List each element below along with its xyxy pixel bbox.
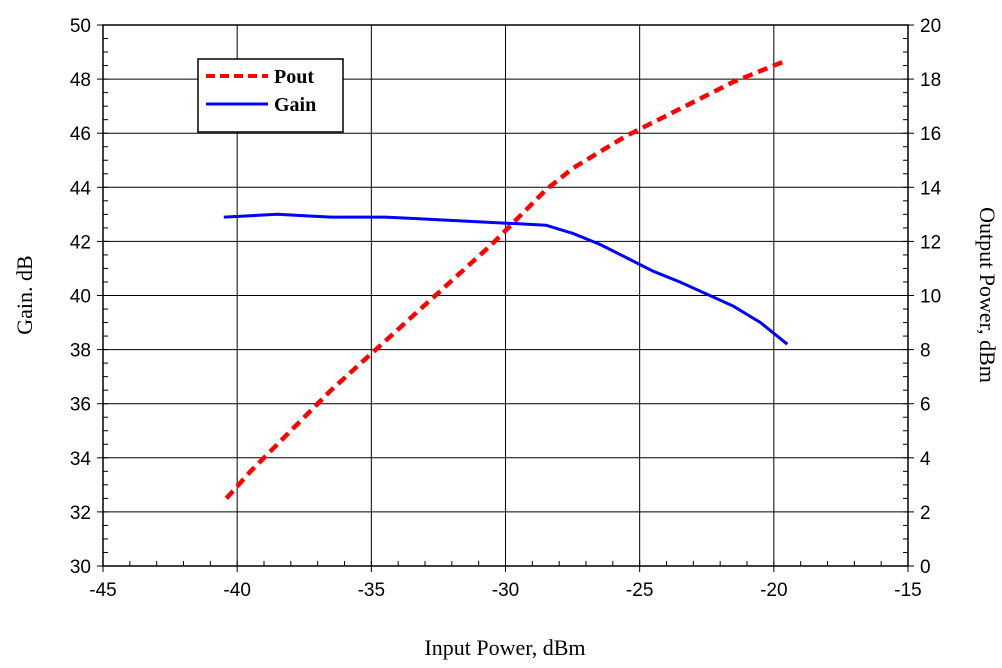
x-tick-label: -30 <box>492 580 519 601</box>
y2-tick-label: 12 <box>920 232 941 253</box>
y2-tick-label: 8 <box>920 341 931 362</box>
legend-label-gain: Gain <box>274 94 316 116</box>
legend-label-pout: Pout <box>274 66 314 88</box>
x-tick-label: -15 <box>894 580 921 601</box>
y-tick-label: 36 <box>70 395 91 416</box>
y-tick-label: 42 <box>70 232 91 253</box>
y-tick-label: 50 <box>70 16 91 37</box>
y-tick-label: 30 <box>70 557 91 578</box>
y-tick-label: 38 <box>70 341 91 362</box>
y-tick-label: 48 <box>70 70 91 91</box>
y-tick-label: 34 <box>70 449 92 470</box>
legend: Pout Gain <box>198 59 343 132</box>
y2-tick-label: 4 <box>920 449 931 470</box>
y2-tick-label: 16 <box>920 124 941 145</box>
legend-box <box>198 59 343 132</box>
y-tick-label: 32 <box>70 503 91 524</box>
y2-tick-label: 6 <box>920 395 931 416</box>
y-axis-title: Gain. dB <box>12 255 37 334</box>
x-tick-label: -20 <box>760 580 787 601</box>
x-tick-label: -40 <box>223 580 250 601</box>
y2-axis-title: Output Power, dBm <box>975 207 1000 383</box>
y2-tick-label: 14 <box>920 178 942 199</box>
x-tick-label: -25 <box>626 580 653 601</box>
y2-tick-label: 2 <box>920 503 931 524</box>
x-axis-title: Input Power, dBm <box>424 635 585 660</box>
y-tick-label: 40 <box>70 287 91 308</box>
y2-tick-label: 20 <box>920 16 941 37</box>
y2-tick-label: 18 <box>920 70 941 91</box>
y2-tick-label: 0 <box>920 557 931 578</box>
y2-tick-label: 10 <box>920 287 941 308</box>
y-tick-label: 44 <box>70 178 92 199</box>
x-tick-label: -45 <box>89 580 116 601</box>
x-tick-label: -35 <box>358 580 385 601</box>
y-tick-label: 46 <box>70 124 91 145</box>
